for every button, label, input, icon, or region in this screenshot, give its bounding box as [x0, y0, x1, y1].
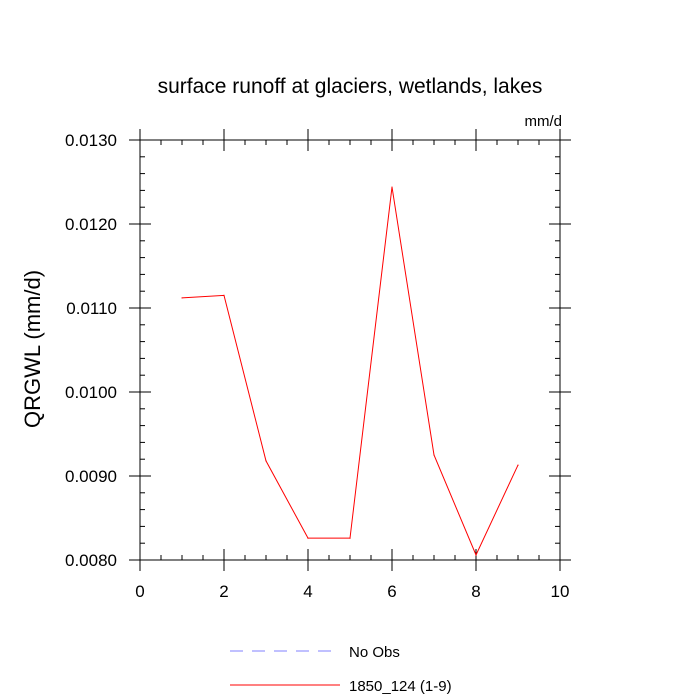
data-point	[349, 537, 351, 539]
data-point	[223, 294, 225, 296]
y-tick-label: 0.0100	[65, 383, 117, 402]
x-tick-label: 4	[303, 582, 312, 601]
plot-frame	[139, 139, 561, 561]
y-axis-label: QRGWL (mm/d)	[20, 270, 45, 428]
axis-ticks: 0 2 4 6 8 10 0.0080 0.0090 0.0100 0.0110 0.0120 0.0…	[65, 129, 571, 601]
data-point	[475, 554, 477, 556]
y-tick-label: 0.0090	[65, 467, 117, 486]
data-point	[307, 537, 309, 539]
x-tick-label: 0	[135, 582, 144, 601]
x-tick-label: 10	[551, 582, 570, 601]
y-tick-label: 0.0130	[65, 131, 117, 150]
data-point	[181, 297, 183, 299]
data-point	[433, 454, 435, 456]
chart-title: surface runoff at glaciers, wetlands, la…	[158, 75, 543, 98]
series-line	[181, 186, 519, 557]
y-tick-label: 0.0080	[65, 551, 117, 570]
data-point	[517, 464, 519, 466]
y-tick-label: 0.0120	[65, 215, 117, 234]
legend-label: No Obs	[349, 644, 400, 661]
legend-label: 1850_124 (1-9)	[349, 678, 452, 695]
units-label: mm/d	[525, 113, 563, 130]
data-point	[391, 186, 393, 188]
legend: No Obs 1850_124 (1-9)	[230, 644, 452, 695]
series-layer	[181, 186, 519, 557]
y-tick-label: 0.0110	[66, 299, 117, 318]
x-tick-label: 2	[219, 582, 228, 601]
data-point	[265, 460, 267, 462]
x-tick-label: 8	[471, 582, 480, 601]
x-tick-label: 6	[387, 582, 396, 601]
